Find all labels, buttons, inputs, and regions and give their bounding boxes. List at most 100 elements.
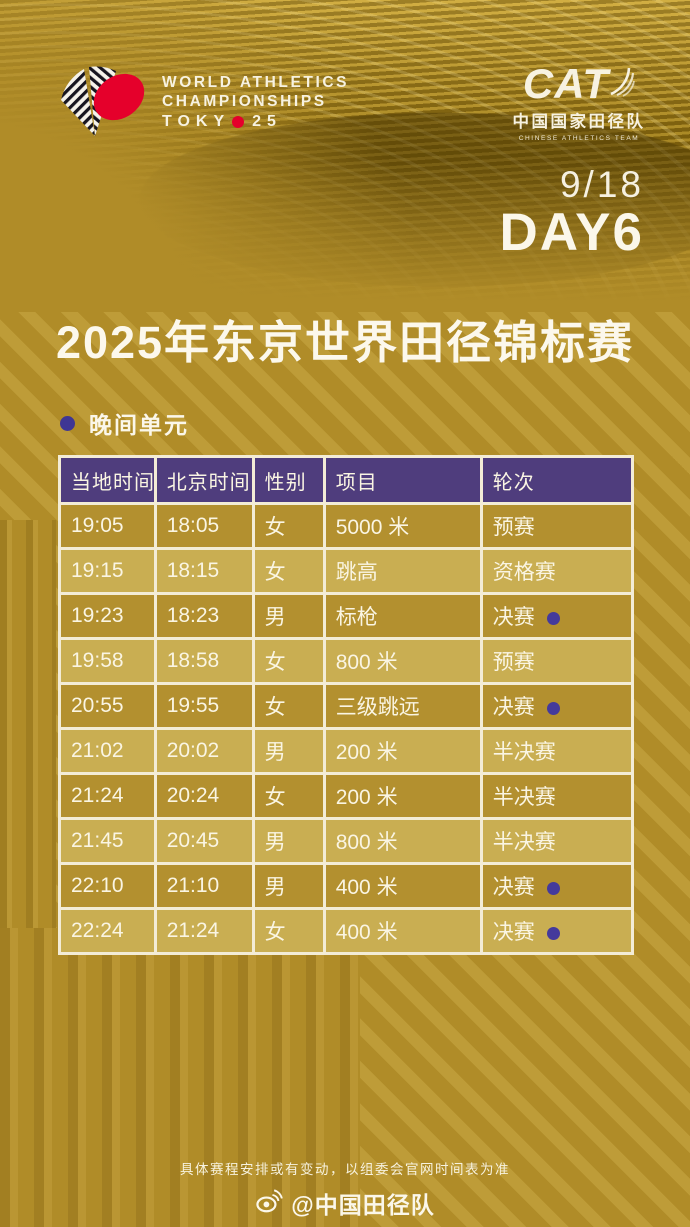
cell-event: 800 米 bbox=[322, 637, 483, 685]
cell-round: 半决赛 bbox=[479, 817, 635, 865]
cell-gender: 女 bbox=[251, 547, 326, 595]
schedule-table-body: 19:05 18:05 女 5000 米 预赛 19:15 18:15 女 跳高… bbox=[58, 502, 635, 955]
table-row: 22:24 21:24 女 400 米 决赛 bbox=[58, 907, 635, 955]
table-row: 20:55 19:55 女 三级跳远 决赛 bbox=[58, 682, 635, 730]
table-row: 21:24 20:24 女 200 米 半决赛 bbox=[58, 772, 635, 820]
cell-round: 半决赛 bbox=[479, 772, 635, 820]
stadium-photo bbox=[0, 0, 690, 312]
table-row: 19:05 18:05 女 5000 米 预赛 bbox=[58, 502, 635, 550]
cell-event: 200 米 bbox=[322, 727, 483, 775]
cell-gender: 男 bbox=[251, 592, 326, 640]
cell-round: 决赛 bbox=[479, 907, 635, 955]
cell-event: 400 米 bbox=[322, 862, 483, 910]
cell-event: 三级跳远 bbox=[322, 682, 483, 730]
cell-local-time: 21:02 bbox=[58, 727, 157, 775]
cell-beijing-time: 20:02 bbox=[153, 727, 255, 775]
wch-tokyo-line: TOKY 25 bbox=[162, 111, 349, 132]
date-block: 9/18 DAY6 bbox=[499, 164, 644, 259]
cell-beijing-time: 20:45 bbox=[153, 817, 255, 865]
wch-line2: CHAMPIONSHIPS bbox=[162, 93, 327, 110]
cell-local-time: 19:05 bbox=[58, 502, 157, 550]
cell-gender: 女 bbox=[251, 502, 326, 550]
cell-round: 决赛 bbox=[479, 682, 635, 730]
cell-beijing-time: 21:24 bbox=[153, 907, 255, 955]
red-dot-icon bbox=[232, 115, 245, 128]
table-row: 22:10 21:10 男 400 米 决赛 bbox=[58, 862, 635, 910]
cell-round: 预赛 bbox=[479, 502, 635, 550]
cell-round: 决赛 bbox=[479, 862, 635, 910]
bottom-left-stripe-texture bbox=[0, 928, 360, 1227]
event-day: DAY6 bbox=[499, 203, 644, 262]
cell-gender: 男 bbox=[251, 727, 326, 775]
disclaimer-note: 具体赛程安排或有变动，以组委会官网时间表为准 bbox=[180, 1162, 510, 1177]
cell-gender: 女 bbox=[251, 637, 326, 685]
wch-tokyo25-logo: WORLD ATHLETICS CHAMPIONSHIPS TOKY 25 bbox=[56, 60, 349, 145]
cell-local-time: 22:10 bbox=[58, 862, 157, 910]
cell-event: 标枪 bbox=[322, 592, 483, 640]
table-row: 19:23 18:23 男 标枪 决赛 bbox=[58, 592, 635, 640]
final-dot-icon bbox=[546, 702, 560, 715]
cell-beijing-time: 20:24 bbox=[153, 772, 255, 820]
cell-beijing-time: 19:55 bbox=[153, 682, 255, 730]
event-date: 9/18 bbox=[559, 164, 644, 205]
cell-beijing-time: 18:23 bbox=[153, 592, 255, 640]
session-label-row: 晚间单元 bbox=[60, 406, 189, 440]
schedule-table: 当地时间 北京时间 性别 项目 轮次 19:05 18:05 女 5000 米 … bbox=[58, 455, 635, 955]
cell-beijing-time: 21:10 bbox=[153, 862, 255, 910]
cell-round: 决赛 bbox=[479, 592, 635, 640]
wch-logo-text: WORLD ATHLETICS CHAMPIONSHIPS TOKY 25 bbox=[162, 73, 349, 132]
wch-tokyo-prefix: TOKY bbox=[162, 113, 231, 130]
page-title: 2025年东京世界田径锦标赛 bbox=[55, 317, 635, 368]
wch-line1: WORLD ATHLETICS bbox=[162, 74, 350, 91]
cell-round: 预赛 bbox=[479, 637, 635, 685]
weibo-credit: @中国田径队 bbox=[0, 1186, 690, 1220]
cell-local-time: 19:15 bbox=[58, 547, 157, 595]
session-label: 晚间单元 bbox=[89, 412, 189, 438]
cell-local-time: 22:24 bbox=[58, 907, 157, 955]
cell-beijing-time: 18:05 bbox=[153, 502, 255, 550]
table-row: 21:45 20:45 男 800 米 半决赛 bbox=[58, 817, 635, 865]
table-row: 19:58 18:58 女 800 米 预赛 bbox=[58, 637, 635, 685]
table-header-row: 当地时间 北京时间 性别 项目 轮次 bbox=[58, 455, 635, 505]
cell-round: 资格赛 bbox=[479, 547, 635, 595]
cell-event: 5000 米 bbox=[322, 502, 483, 550]
cell-round: 半决赛 bbox=[479, 727, 635, 775]
cell-local-time: 21:24 bbox=[58, 772, 157, 820]
cat-name-en: CHINESE ATHLETICS TEAM bbox=[518, 135, 640, 142]
cell-event: 跳高 bbox=[322, 547, 483, 595]
col-header-beijing-time: 北京时间 bbox=[153, 455, 255, 505]
cell-gender: 女 bbox=[251, 907, 326, 955]
cell-local-time: 20:55 bbox=[58, 682, 157, 730]
cat-track-lines-icon bbox=[609, 62, 635, 103]
weibo-handle: @中国田径队 bbox=[291, 1192, 435, 1218]
cat-logo: CAT 中国国家田径队 CHINESE ATHLETICS TEAM bbox=[494, 62, 664, 143]
cell-local-time: 19:23 bbox=[58, 592, 157, 640]
cell-local-time: 21:45 bbox=[58, 817, 157, 865]
cell-event: 800 米 bbox=[322, 817, 483, 865]
cat-acronym-row: CAT bbox=[494, 62, 664, 106]
weibo-icon bbox=[255, 1188, 284, 1218]
cell-beijing-time: 18:58 bbox=[153, 637, 255, 685]
final-dot-icon bbox=[546, 927, 560, 940]
col-header-round: 轮次 bbox=[479, 455, 635, 505]
wch-fan-icon bbox=[56, 60, 150, 145]
table-row: 19:15 18:15 女 跳高 资格赛 bbox=[58, 547, 635, 595]
table-row: 21:02 20:02 男 200 米 半决赛 bbox=[58, 727, 635, 775]
cat-name-cn: 中国国家田径队 bbox=[512, 113, 646, 131]
final-dot-icon bbox=[546, 882, 560, 895]
col-header-local-time: 当地时间 bbox=[58, 455, 157, 505]
wch-tokyo-suffix: 25 bbox=[252, 113, 282, 130]
cell-gender: 女 bbox=[251, 682, 326, 730]
final-dot-icon bbox=[546, 612, 560, 625]
col-header-event: 项目 bbox=[322, 455, 483, 505]
cell-gender: 女 bbox=[251, 772, 326, 820]
cell-beijing-time: 18:15 bbox=[153, 547, 255, 595]
cell-event: 200 米 bbox=[322, 772, 483, 820]
session-bullet-icon bbox=[60, 415, 75, 431]
cat-acronym: CAT bbox=[522, 60, 610, 107]
cell-gender: 男 bbox=[251, 817, 326, 865]
cell-local-time: 19:58 bbox=[58, 637, 157, 685]
cell-event: 400 米 bbox=[322, 907, 483, 955]
cell-gender: 男 bbox=[251, 862, 326, 910]
